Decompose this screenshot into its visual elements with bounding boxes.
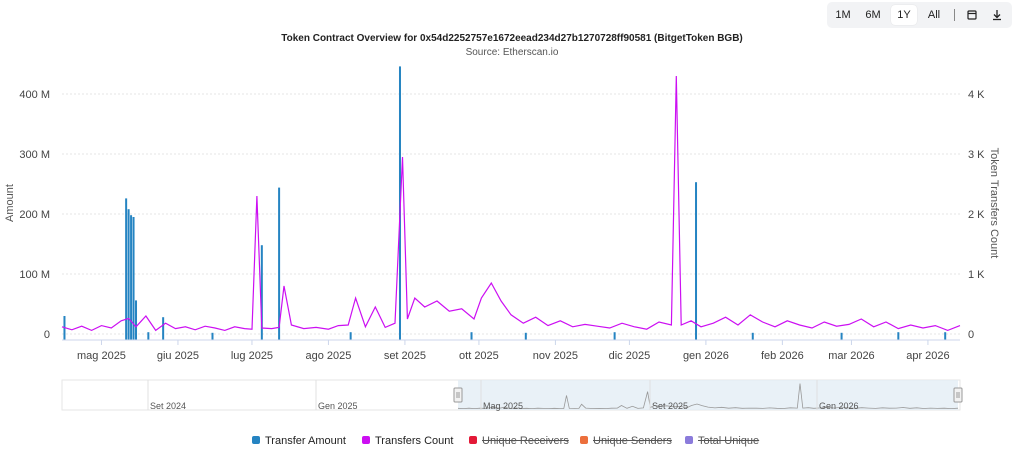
y-tick-label-left: 200 M — [19, 209, 50, 221]
navigator-left-handle[interactable] — [453, 387, 463, 403]
chart-title: Token Contract Overview for 0x54d2252757… — [281, 33, 743, 44]
y-tick-label-right: 2 K — [968, 209, 985, 221]
range-button-all[interactable]: All — [927, 9, 941, 21]
legend-total-unique[interactable]: Total Unique — [685, 434, 759, 448]
navigator-label: Gen 2025 — [318, 401, 358, 411]
transfer-amount-bar — [132, 217, 135, 340]
transfer-amount-series[interactable] — [63, 66, 947, 341]
transfer-amount-bar — [125, 198, 128, 340]
y-tick-label-left: 0 — [44, 329, 50, 341]
chart-subtitle: Source: Etherscan.io — [466, 47, 559, 58]
legend-swatch — [685, 436, 693, 444]
range-button-1y[interactable]: 1Y — [891, 5, 917, 25]
legend-swatch — [362, 436, 370, 444]
navigator-label: Set 2025 — [652, 401, 688, 411]
y-tick-label-right: 3 K — [968, 149, 985, 161]
y-tick-label-left: 100 M — [19, 269, 50, 281]
x-tick-label: gen 2026 — [683, 350, 729, 362]
transfers-count-line[interactable] — [61, 75, 961, 332]
range-selector: 1M 6M 1Y All — [827, 2, 1012, 28]
y-tick-label-left: 400 M — [19, 89, 50, 101]
navigator-selected-range[interactable] — [458, 380, 958, 410]
navigator[interactable]: Set 2024 Gen 2025 Mag 2025 Set 2025 Gen 2026 — [61, 379, 963, 411]
legend-label: Transfers Count — [375, 435, 454, 447]
transfer-amount-bar — [524, 332, 527, 340]
navigator-label: Gen 2026 — [819, 401, 859, 411]
navigator-series — [457, 383, 959, 410]
calendar-icon[interactable] — [962, 5, 982, 25]
legend-unique-senders[interactable]: Unique Senders — [580, 434, 672, 448]
x-axis: mag 2025 giu 2025 lug 2025 ago 2025 set 2025… — [77, 340, 950, 362]
grid-lines — [62, 93, 960, 335]
transfer-amount-bar — [695, 182, 698, 340]
y-tick-label-right: 0 — [968, 329, 974, 341]
transfer-amount-bar — [751, 332, 754, 340]
range-separator — [954, 9, 955, 21]
range-button-6m[interactable]: 6M — [865, 9, 881, 21]
transfer-amount-bar — [130, 215, 133, 340]
legend-unique-receivers[interactable]: Unique Receivers — [469, 434, 569, 448]
transfer-amount-bar — [944, 332, 947, 340]
x-tick-label: apr 2026 — [906, 350, 949, 362]
navigator-label: Mag 2025 — [483, 401, 523, 411]
y-axis-right-label: Token Transfers Count — [988, 148, 1000, 259]
transfer-amount-bar — [260, 245, 263, 340]
x-tick-label: giu 2025 — [157, 350, 199, 362]
x-tick-label: mag 2025 — [77, 350, 126, 362]
y-tick-label-left: 300 M — [19, 149, 50, 161]
transfer-amount-bar — [278, 187, 281, 340]
legend-swatch — [580, 436, 588, 444]
x-tick-label: ott 2025 — [459, 350, 499, 362]
legend-transfer-amount[interactable]: Transfer Amount — [252, 434, 346, 448]
transfer-amount-bar — [349, 332, 352, 340]
x-tick-label: ago 2025 — [305, 350, 351, 362]
transfer-amount-bar — [840, 332, 843, 340]
transfer-amount-bar — [127, 209, 130, 340]
chart-area: Token Contract Overview for 0x54d2252757… — [4, 33, 1000, 411]
transfer-amount-bar — [147, 332, 150, 340]
y-tick-label-right: 1 K — [968, 269, 985, 281]
legend-label: Transfer Amount — [265, 435, 346, 447]
legend: Transfer Amount Transfers Count Unique R… — [0, 434, 1024, 448]
x-tick-label: mar 2026 — [828, 350, 874, 362]
navigator-label: Set 2024 — [150, 401, 186, 411]
navigator-labels: Set 2024 Gen 2025 Mag 2025 Set 2025 Gen 2026 — [147, 380, 859, 411]
legend-label: Total Unique — [698, 435, 760, 447]
download-icon[interactable] — [987, 5, 1007, 25]
legend-label: Unique Senders — [593, 435, 672, 447]
y-tick-label-right: 4 K — [968, 89, 985, 101]
transfer-amount-bar — [470, 332, 473, 340]
transfer-amount-bar — [135, 300, 138, 340]
transfer-amount-bar — [211, 332, 214, 340]
legend-transfers-count[interactable]: Transfers Count — [362, 434, 453, 448]
range-button-1m[interactable]: 1M — [835, 9, 851, 21]
transfer-amount-bar — [162, 317, 165, 340]
y-axis-left-label: Amount — [4, 184, 16, 222]
x-tick-label: lug 2025 — [231, 350, 273, 362]
transfer-amount-bar — [613, 332, 616, 340]
y-axis-left: 0 100 M 200 M 300 M 400 M — [19, 89, 50, 341]
x-tick-label: feb 2026 — [761, 350, 804, 362]
navigator-right-handle[interactable] — [953, 387, 963, 403]
y-axis-right: 0 1 K 2 K 3 K 4 K — [968, 89, 985, 341]
x-tick-label: nov 2025 — [533, 350, 578, 362]
transfer-amount-bar — [897, 332, 900, 340]
legend-swatch — [252, 436, 260, 444]
x-tick-label: set 2025 — [384, 350, 426, 362]
legend-label: Unique Receivers — [482, 435, 569, 447]
legend-swatch — [469, 436, 477, 444]
x-tick-label: dic 2025 — [609, 350, 651, 362]
